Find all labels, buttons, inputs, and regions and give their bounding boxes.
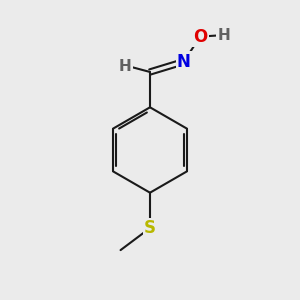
Text: H: H [118, 58, 131, 74]
Text: H: H [217, 28, 230, 43]
Text: N: N [177, 53, 191, 71]
Text: O: O [193, 28, 207, 46]
Text: S: S [144, 219, 156, 237]
